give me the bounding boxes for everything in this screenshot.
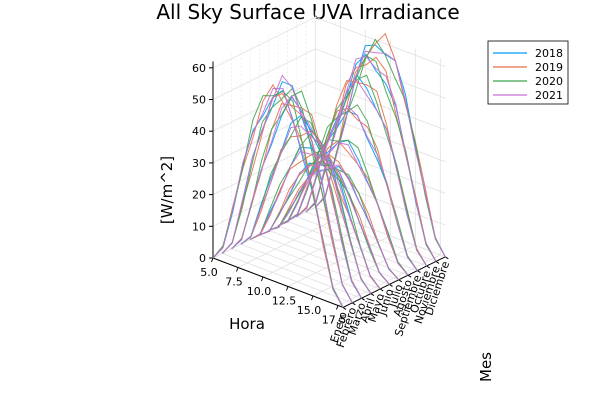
floor-grid-line	[240, 243, 372, 294]
x-tick-mark	[286, 286, 289, 291]
y-tick-mark	[435, 260, 440, 264]
z-tick-label: 0	[199, 252, 206, 265]
x-tick-label: 17.5	[322, 314, 347, 327]
series-line	[277, 142, 409, 276]
y-tick-mark	[407, 274, 412, 278]
x-tick-label: 5.0	[200, 266, 218, 279]
x-tick-mark	[236, 267, 239, 272]
axes-layer	[209, 61, 449, 310]
z-tick-label: 60	[192, 62, 206, 75]
series-2021	[212, 50, 446, 308]
legend-label: 2019	[535, 61, 563, 74]
y-tick-mark	[352, 302, 356, 306]
floor-grid-line	[259, 234, 390, 285]
z-tick-label: 20	[192, 189, 206, 202]
side-wall-grid-line	[212, 80, 316, 132]
series-line	[221, 74, 353, 304]
y-tick-mark	[370, 293, 375, 297]
x-tick-label: 7.5	[225, 276, 243, 289]
x-tick-mark	[261, 276, 264, 282]
floor-grid-line	[231, 248, 362, 299]
y-tick-mark	[398, 279, 403, 283]
side-wall-grid-line	[212, 143, 316, 195]
series-line	[314, 50, 446, 258]
z-axis-label: [W/m^2]	[158, 156, 176, 224]
floor-grid-line	[250, 239, 381, 290]
x-tick-label: 10.0	[247, 285, 272, 298]
series-lines	[212, 32, 446, 308]
legend-label: 2018	[535, 47, 563, 60]
series-line	[231, 94, 363, 299]
legend-box	[487, 40, 569, 105]
y-tick-mark	[417, 270, 421, 274]
x-tick-label: 15.0	[297, 304, 322, 317]
floor-grid-line	[222, 253, 353, 304]
z-tick-label: 30	[192, 157, 206, 170]
series-line	[287, 105, 418, 271]
tick-labels: 5.07.510.012.515.017.50102030405060Enero…	[192, 62, 452, 349]
y-tick-mark	[426, 265, 430, 269]
floor-grid-line	[287, 235, 391, 287]
series-line	[240, 125, 372, 294]
series-line	[277, 138, 409, 276]
chart-title: All Sky Surface UVA Irradiance	[156, 0, 459, 24]
side-wall-grid-line	[212, 48, 316, 100]
x-tick-mark	[311, 295, 314, 301]
x-tick-mark	[336, 305, 339, 310]
floor-grid-line	[277, 225, 409, 276]
floor-grid-line	[337, 254, 441, 306]
floor-grid-line	[296, 216, 427, 267]
series-line	[249, 151, 381, 290]
back-wall-grid-line	[315, 80, 446, 131]
x-axis-label: Hora	[229, 315, 265, 333]
y-tick-mark	[342, 306, 347, 310]
y-axis-line	[342, 256, 446, 308]
series-line	[259, 162, 390, 285]
x-tick-label: 12.5	[272, 295, 297, 308]
x-tick-mark	[211, 257, 214, 263]
z-tick-label: 40	[192, 125, 206, 138]
z-tick-label: 50	[192, 94, 206, 107]
y-axis-label: Mes	[477, 352, 495, 382]
series-line	[296, 79, 428, 267]
legend-label: 2020	[535, 75, 563, 88]
series-line	[305, 55, 437, 262]
floor-grid-line	[268, 230, 399, 281]
side-wall-grid-line	[212, 111, 316, 164]
side-wall-grid-line	[212, 16, 316, 69]
series-line	[259, 155, 390, 285]
y-tick-mark	[389, 283, 393, 287]
series-2020	[212, 38, 446, 308]
series-line	[212, 87, 344, 308]
floor-grid-line	[312, 245, 416, 297]
x-axis-line	[212, 257, 344, 308]
legend-label: 2021	[535, 89, 563, 102]
y-tick-mark	[361, 297, 365, 301]
floor-grid-line	[237, 216, 341, 268]
back-wall-grid-line	[315, 16, 446, 67]
y-tick-mark	[445, 256, 449, 260]
y-tick-mark	[379, 288, 384, 292]
z-tick-label: 10	[192, 220, 206, 233]
grid-layer	[212, 10, 446, 308]
